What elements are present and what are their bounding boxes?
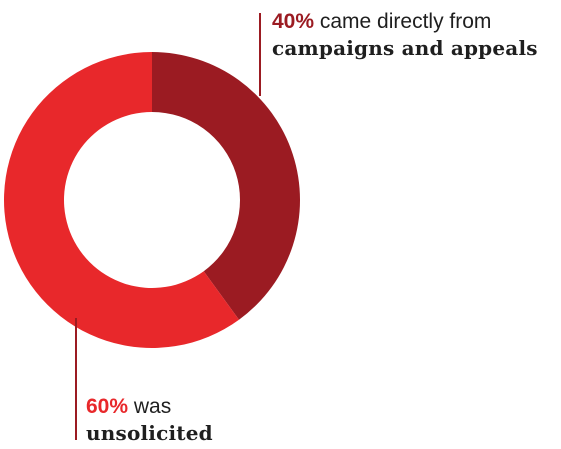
donut-slice-unsolicited (4, 52, 239, 348)
annotation-unsolicited-text: was (133, 395, 172, 418)
donut-slices (4, 52, 301, 348)
annotation-campaigns-text: came directly from (319, 10, 492, 33)
annotation-campaigns: 40% came directly from campaigns and app… (272, 9, 538, 61)
annotation-unsolicited-bold: unsolicited (86, 421, 213, 445)
annotation-campaigns-bold: campaigns and appeals (272, 36, 538, 60)
donut-slice-campaigns-and-appeals (152, 52, 301, 320)
annotation-unsolicited-percent: 60% (86, 395, 129, 418)
annotation-unsolicited: 60% was unsolicited (86, 394, 213, 446)
annotation-campaigns-percent: 40% (272, 10, 315, 33)
